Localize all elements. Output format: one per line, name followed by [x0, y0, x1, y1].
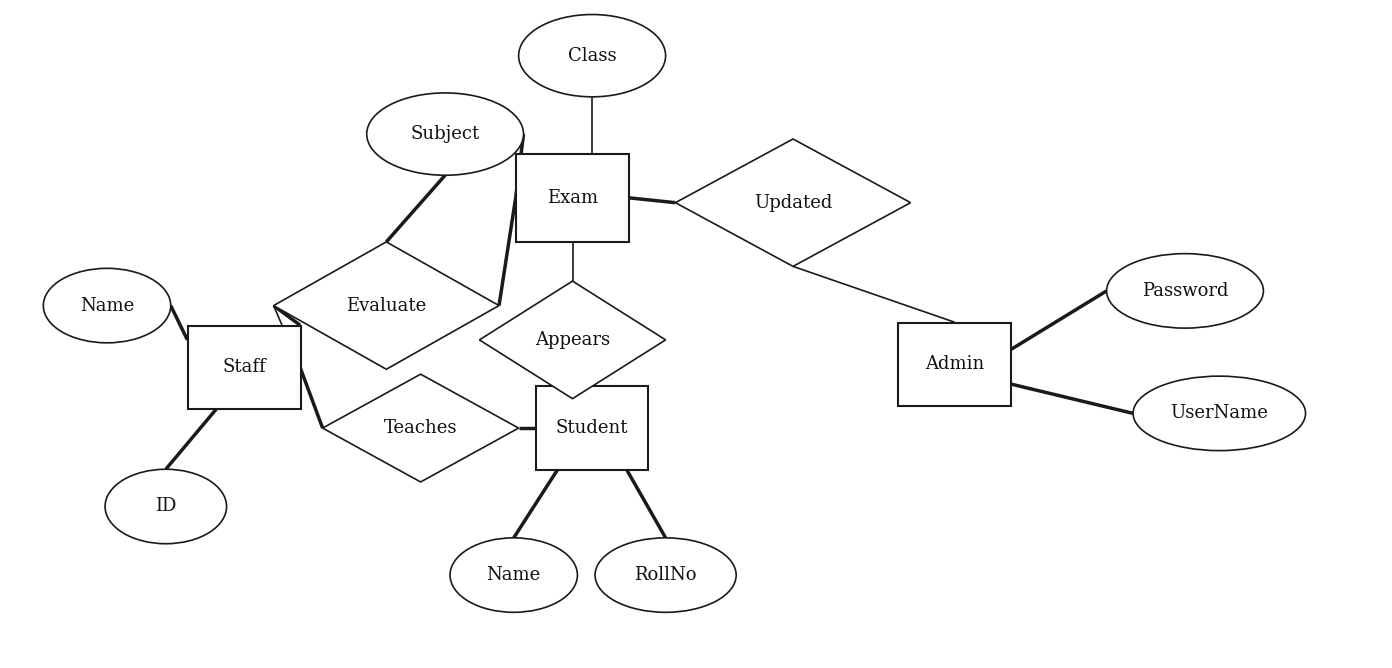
- Ellipse shape: [366, 93, 523, 175]
- Polygon shape: [274, 242, 498, 369]
- Bar: [536, 386, 649, 470]
- Text: Updated: Updated: [754, 194, 832, 212]
- Polygon shape: [323, 374, 519, 482]
- Polygon shape: [479, 281, 665, 399]
- Bar: [188, 326, 301, 409]
- Ellipse shape: [594, 538, 736, 613]
- Text: UserName: UserName: [1171, 404, 1268, 422]
- Ellipse shape: [104, 469, 227, 544]
- Bar: [516, 154, 629, 242]
- Text: Name: Name: [79, 297, 134, 315]
- Text: Subject: Subject: [411, 125, 480, 143]
- Text: Staff: Staff: [223, 358, 266, 376]
- Text: ID: ID: [155, 498, 177, 516]
- Ellipse shape: [450, 538, 578, 613]
- Text: Student: Student: [555, 419, 628, 437]
- Text: Admin: Admin: [926, 355, 984, 373]
- Text: Teaches: Teaches: [384, 419, 458, 437]
- Text: Evaluate: Evaluate: [347, 297, 426, 315]
- Text: Exam: Exam: [547, 189, 599, 207]
- Text: Name: Name: [487, 566, 541, 584]
- Text: Appears: Appears: [535, 331, 610, 349]
- Ellipse shape: [1133, 376, 1306, 451]
- Bar: [898, 323, 1011, 406]
- Text: RollNo: RollNo: [635, 566, 697, 584]
- Text: Class: Class: [568, 47, 617, 65]
- Text: Password: Password: [1141, 282, 1228, 300]
- Polygon shape: [675, 139, 910, 267]
- Ellipse shape: [1107, 254, 1264, 328]
- Ellipse shape: [43, 269, 171, 343]
- Ellipse shape: [519, 15, 665, 97]
